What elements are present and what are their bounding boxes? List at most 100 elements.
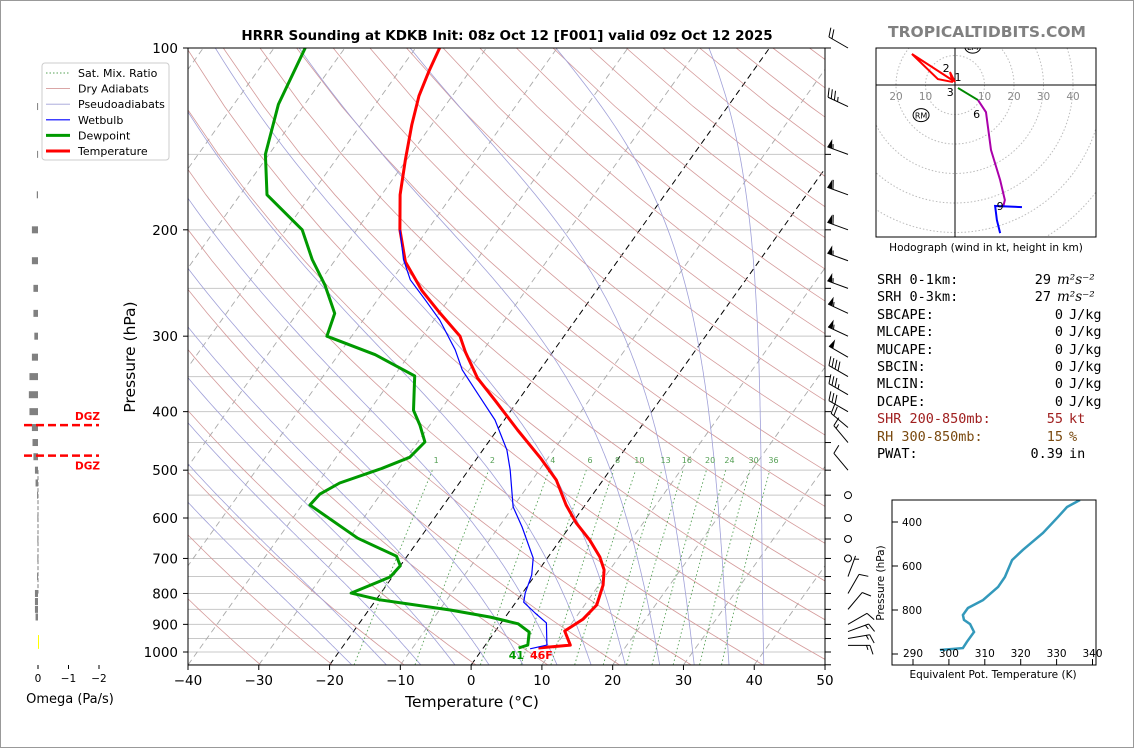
barb-flag — [828, 296, 834, 307]
wind-barb — [844, 514, 852, 523]
stat-value: 0 — [1054, 341, 1063, 358]
barb-feather — [834, 359, 838, 370]
omega-bar — [37, 103, 39, 111]
omega-bar — [38, 641, 39, 649]
omega-bar — [29, 373, 38, 381]
stat-row: SBCAPE: 0 J/kg — [877, 307, 1102, 324]
dry-adiabat-line — [406, 48, 825, 402]
stat-label: SHR 200-850mb: — [877, 411, 991, 428]
isotherm-line — [188, 48, 346, 269]
wind-barbs — [827, 27, 875, 655]
x-tick-label: −10 — [386, 673, 415, 689]
barb-staff — [833, 425, 849, 443]
wind-barb — [827, 139, 849, 155]
stat-row: PWAT: 0.39 in — [877, 446, 1102, 463]
barb-feather — [828, 391, 832, 401]
barb-half-feather — [833, 324, 835, 330]
dry-adiabat-line — [442, 48, 825, 368]
pseudoadiabat-line — [188, 463, 387, 665]
stat-row: SRH 0-3km: 27 m²s⁻² — [877, 289, 1102, 306]
barb-flag — [828, 319, 834, 329]
dry-adiabat-line — [516, 48, 825, 302]
surface-dewpoint-label: 41 — [509, 649, 524, 662]
omega-bar — [32, 439, 38, 447]
wind-barb — [828, 391, 849, 413]
wind-barb — [828, 339, 849, 358]
wind-barb — [827, 296, 849, 314]
barb-feather — [858, 573, 869, 577]
barb-staff — [828, 383, 849, 396]
omega-bar — [31, 226, 38, 234]
stat-unit: J/kg — [1069, 341, 1102, 358]
stat-value: 15 — [1046, 428, 1063, 445]
mixing-ratio-line — [651, 470, 707, 665]
dry-adiabat-line — [369, 48, 825, 436]
omega-bar — [37, 554, 39, 562]
barb-staff — [847, 623, 869, 633]
stat-label: PWAT: — [877, 445, 918, 462]
barb-feather — [831, 357, 835, 368]
omega-bar — [37, 514, 39, 522]
mixing-ratio-line — [721, 470, 771, 665]
pseudoadiabat-line — [188, 501, 352, 665]
dry-adiabat-line — [188, 534, 333, 665]
isotherm-line — [400, 68, 825, 665]
x-tick-label: −30 — [245, 673, 274, 689]
stat-unit: % — [1069, 428, 1078, 445]
wind-barb — [847, 634, 875, 644]
legend-label-dry_adiabat: Dry Adiabats — [78, 83, 149, 96]
skewt-axes-frame — [187, 47, 826, 666]
y-tick-label: 300 — [152, 329, 178, 345]
sounding-parameters: SRH 0-1km: 29 m²s⁻² SRH 0-3km: 27 m²s⁻² SBCAPE… — [877, 272, 1102, 463]
theta-e-y-tick-label: 400 — [902, 517, 922, 529]
barb-feather — [830, 404, 836, 414]
hodograph-height-label: 6 — [973, 108, 980, 121]
legend-label-wetbulb: Wetbulb — [78, 114, 123, 127]
theta-e-x-tick-label: 290 — [903, 648, 923, 660]
mixing-ratio-line — [602, 470, 663, 665]
omega-bar — [35, 479, 38, 487]
wind-barb — [828, 356, 849, 378]
calm-circle — [844, 554, 852, 563]
mixing-ratio-label: 16 — [682, 456, 692, 465]
stat-row: SBCIN: 0 J/kg — [877, 359, 1102, 376]
wind-barb — [828, 27, 849, 49]
mixing-ratio-label: 10 — [634, 456, 644, 465]
y-tick-label: 100 — [152, 41, 178, 57]
x-tick-label: 40 — [746, 673, 763, 689]
mixing-ratio-label: 2 — [490, 456, 495, 465]
barb-half-feather — [837, 96, 839, 102]
wind-barb — [847, 592, 872, 610]
barb-flag — [827, 179, 833, 189]
stat-label: SRH 0-3km: — [877, 289, 959, 306]
dry-adiabat-line — [188, 471, 405, 665]
stat-unit: in — [1069, 445, 1086, 462]
barb-feather — [833, 90, 836, 101]
barb-staff — [830, 413, 849, 428]
legend: Sat. Mix. Ratio Dry Adiabats Pseudoadiabat… — [41, 62, 170, 161]
barb-feather — [866, 612, 875, 621]
pseudoadiabat-line — [188, 377, 456, 665]
mixing-ratio-label: 8 — [615, 456, 620, 465]
pseudoadiabat-line — [708, 48, 765, 665]
barb-staff — [847, 592, 863, 610]
theta-e-y-tick-label: 800 — [902, 605, 922, 617]
barb-feather — [834, 394, 838, 405]
stat-row: MLCIN: 0 J/kg — [877, 376, 1102, 393]
x-tick-label: 30 — [675, 673, 692, 689]
omega-bar — [31, 257, 38, 265]
x-tick-label: −20 — [315, 673, 344, 689]
mixing-ratio-line — [574, 470, 637, 665]
barb-staff — [827, 280, 849, 289]
wind-barb — [827, 179, 849, 196]
stat-label: MLCIN: — [877, 376, 926, 393]
hodograph-ring-label: 30 — [1037, 91, 1050, 103]
wind-barb — [844, 554, 852, 563]
hodograph: 20 10 10 20 30 40 12 3 6 9 RM LM — [875, 47, 1097, 238]
barb-feather — [869, 645, 874, 655]
barb-feather — [833, 406, 838, 416]
stat-row: MLCAPE: 0 J/kg — [877, 324, 1102, 341]
barb-feather — [828, 374, 832, 384]
stat-label: DCAPE: — [877, 393, 926, 410]
x-tick-label: 0 — [467, 673, 476, 689]
